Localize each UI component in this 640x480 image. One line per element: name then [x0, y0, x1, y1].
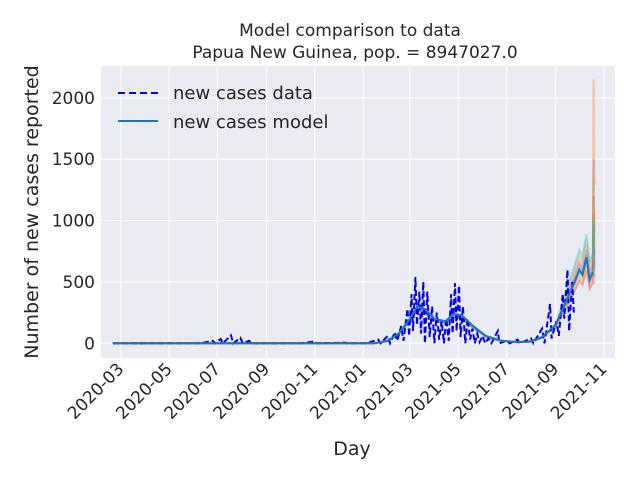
y-axis-label: Number of new cases reported [21, 65, 43, 358]
y-tick-label: 500 [63, 273, 95, 293]
y-tick-label: 2000 [52, 89, 95, 109]
y-tick-label: 1000 [52, 212, 95, 232]
legend: new cases data new cases model [118, 83, 328, 133]
x-axis-ticks: 2020-032020-052020-072020-092020-112021-… [64, 359, 611, 423]
y-tick-label: 0 [84, 334, 95, 354]
x-axis-label: Day [333, 438, 371, 460]
plot-area [101, 66, 615, 358]
chart-title: Model comparison to data [239, 21, 461, 41]
y-tick-label: 1500 [52, 150, 95, 170]
series-line-new-cases-model [112, 257, 594, 345]
legend-label-data: new cases data [173, 83, 313, 104]
legend-label-model: new cases model [173, 112, 328, 133]
y-axis-ticks: 0 500 1000 1500 2000 [52, 89, 95, 354]
chart-subtitle: Papua New Guinea, pop. = 8947027.0 [192, 43, 517, 63]
series-layer [112, 257, 594, 347]
